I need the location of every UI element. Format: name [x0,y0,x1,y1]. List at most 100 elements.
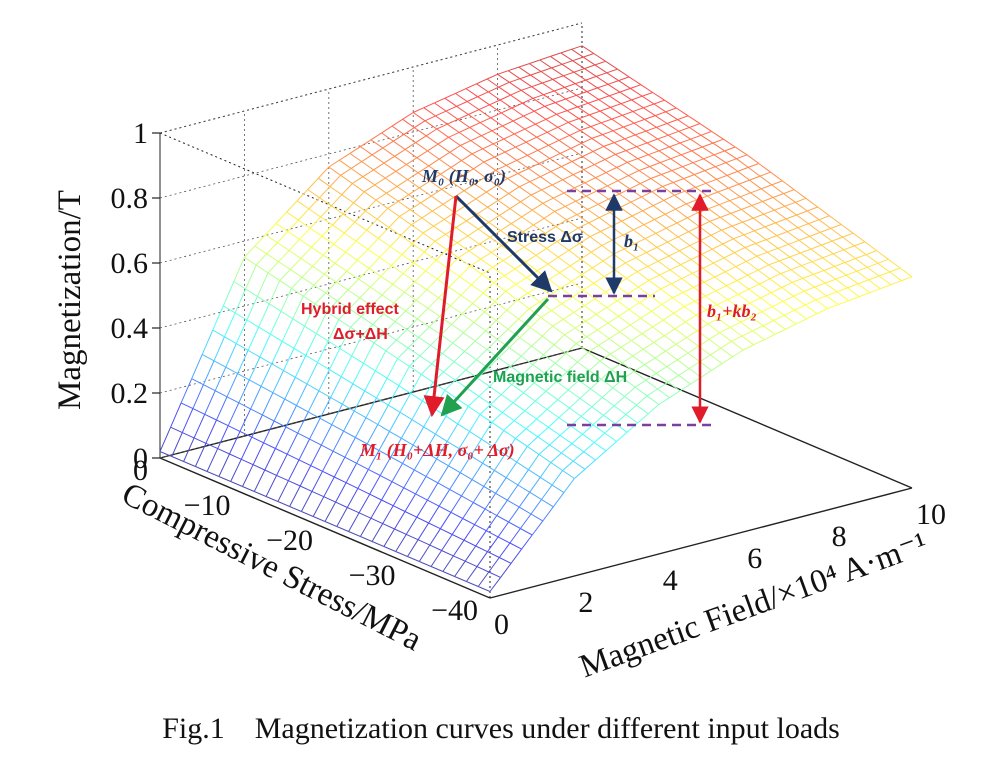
surface-line [391,118,403,127]
surface-line [641,95,655,105]
surface-line [444,379,456,391]
surface-line [731,340,744,351]
surface-line [554,362,568,373]
surface-line [801,265,814,275]
surface-line [459,455,472,473]
surface-line [375,199,388,209]
surface-line [794,309,807,320]
surface-line [492,266,505,277]
surface-line [343,410,355,432]
surface-line [668,130,679,136]
surface-line [603,142,615,147]
surface-line [726,174,740,185]
surface-line [648,150,660,156]
surface-line [611,369,624,379]
surface-line [466,220,479,230]
surface-line [427,150,440,160]
surface-line [423,426,436,435]
surface-line [749,179,762,190]
surface-line [440,334,454,344]
surface-line [324,273,337,283]
field-label: Magnetic field ΔH [493,369,627,386]
surface-line [434,415,447,435]
surface-line [621,362,635,372]
surface-line [488,91,501,101]
surface-line [522,102,535,112]
surface-line [275,211,287,224]
surface-line [159,451,172,457]
surface-line [496,515,509,523]
surface-line [437,143,451,153]
surface-line [205,419,217,444]
surface-line [795,201,808,212]
surface-line [348,308,362,318]
surface-line [314,292,327,305]
surface-line [664,99,677,109]
surface-line [623,377,636,388]
surface-line [688,226,700,233]
surface-line [793,295,806,306]
surface-line [289,258,302,270]
surface-line [423,240,436,253]
surface-line [333,243,346,253]
surface-line [465,83,477,90]
surface-line [665,107,677,113]
surface-line [581,45,595,54]
surface-line [529,491,542,500]
surface-line [768,260,780,266]
surface-line [380,265,392,277]
surface-line [627,286,639,295]
surface-line [692,267,704,274]
surface-line [528,454,540,470]
surface-line [334,262,348,272]
surface-line [748,288,761,299]
surface-line [373,169,386,179]
surface-line [772,197,786,207]
surface-line [615,284,629,295]
surface-line [630,196,642,203]
surface-line [490,117,503,127]
surface-line [579,129,593,139]
surface-line [321,224,333,237]
surface-line [323,476,335,497]
surface-line [760,292,772,299]
surface-line [708,332,720,340]
surface-line [428,165,441,175]
surface-line [309,216,322,229]
surface-line [616,431,628,442]
surface-line [471,462,484,480]
surface-line [569,129,581,136]
surface-line [559,152,573,162]
surface-line [448,131,460,138]
surface-line [636,395,648,406]
surface-line [659,162,673,172]
surface-line [489,236,503,247]
surface-line [774,205,785,211]
surface-line [394,148,406,157]
surface-line [789,252,801,258]
surface-line [455,92,468,102]
surface-line [691,146,703,152]
surface-line [171,432,183,457]
surface-line [569,398,581,409]
surface-line [504,146,516,153]
surface-line [702,262,714,269]
surface-line [520,355,534,366]
surface-line [784,205,797,216]
surface-line [340,174,353,184]
surface-line [463,190,477,200]
surface-line [586,87,598,93]
surface-line [824,282,838,293]
surface-line [527,149,539,156]
surface-line [559,265,571,274]
surface-line [800,252,813,263]
surface-line [577,361,590,372]
surface-line [504,275,517,285]
surface-line [532,354,544,365]
surface-line [499,557,512,564]
surface-line [667,374,679,383]
surface-line [594,298,607,308]
surface-line [526,436,539,447]
surface-line [348,297,361,310]
